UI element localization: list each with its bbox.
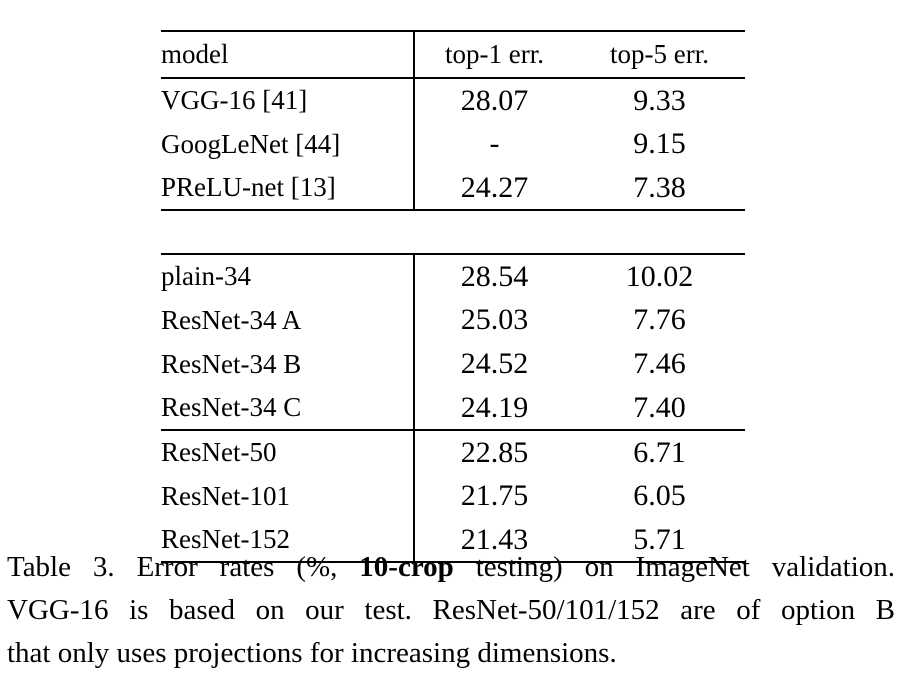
table-row: ResNet-50 22.85 6.71 bbox=[161, 429, 745, 474]
top5-err-cell: 9.15 bbox=[633, 127, 686, 160]
model-cell: ResNet-152 bbox=[161, 518, 415, 562]
model-cell: PReLU-net [13] bbox=[161, 166, 415, 210]
table-row: VGG-16 [41] 28.07 9.33 bbox=[161, 78, 745, 122]
model-cell: ResNet-34 B bbox=[161, 342, 415, 386]
header-model: model bbox=[161, 31, 415, 79]
top5-err-cell: 6.05 bbox=[633, 479, 686, 512]
model-cell: ResNet-34 C bbox=[161, 386, 415, 430]
top1-err-cell: 25.03 bbox=[460, 303, 529, 336]
model-cell: VGG-16 [41] bbox=[161, 78, 415, 122]
model-cell: ResNet-101 bbox=[161, 474, 415, 518]
top1-err-cell: 24.52 bbox=[460, 347, 529, 380]
top1-err-cell: 21.75 bbox=[460, 479, 529, 512]
table-header: model top-1 err. top-5 err. bbox=[161, 31, 745, 79]
section-prior-work-baselines: VGG-16 [41] 28.07 9.33 GoogLeNet [44] - 9.15 P… bbox=[161, 78, 745, 210]
table-row: PReLU-net [13] 24.27 7.38 bbox=[161, 166, 745, 210]
model-cell: ResNet-50 bbox=[161, 429, 415, 474]
table-row: ResNet-34 B 24.52 7.46 bbox=[161, 342, 745, 386]
top1-err-cell: 24.27 bbox=[460, 170, 529, 204]
top1-err-cell: 24.19 bbox=[460, 390, 529, 424]
header-top5-err: top-5 err. bbox=[574, 31, 745, 79]
top5-err-cell: 9.33 bbox=[633, 83, 686, 117]
table-row: plain-34 28.54 10.02 bbox=[161, 254, 745, 298]
top5-err-cell: 10.02 bbox=[625, 259, 694, 293]
section-34-layer-models: plain-34 28.54 10.02 ResNet-34 A 25.03 7.76 Re… bbox=[161, 254, 745, 430]
caption-line-3: that only uses projections for increasin… bbox=[7, 637, 617, 669]
top5-err-cell: 5.71 bbox=[633, 522, 686, 556]
header-top1-err: top-1 err. bbox=[414, 31, 574, 79]
table-row: ResNet-34 A 25.03 7.76 bbox=[161, 298, 745, 342]
results-table: model top-1 err. top-5 err. VGG-16 [41] 2… bbox=[161, 30, 745, 563]
model-cell: GoogLeNet [44] bbox=[161, 122, 415, 166]
table-row: ResNet-152 21.43 5.71 bbox=[161, 518, 745, 562]
caption-text-post: testing) on ImageNet validation. bbox=[453, 551, 895, 583]
top1-err-cell: 28.07 bbox=[460, 83, 529, 117]
caption-bold-10-crop: 10-crop bbox=[359, 551, 454, 583]
top5-err-cell: 6.71 bbox=[574, 429, 745, 474]
model-cell: ResNet-34 A bbox=[161, 298, 415, 342]
caption-line-1: Table 3. Error rates (%, 10-crop testing… bbox=[7, 546, 895, 589]
table-row: ResNet-34 C 24.19 7.40 bbox=[161, 386, 745, 430]
top1-err-cell: - bbox=[489, 127, 500, 160]
table-caption: Table 3. Error rates (%, 10-crop testing… bbox=[7, 546, 895, 675]
section-deeper-resnets: ResNet-50 22.85 6.71 ResNet-101 21.75 6.05 Res… bbox=[161, 429, 745, 562]
double-rule-gap bbox=[161, 209, 745, 255]
caption-line-2: VGG-16 is based on our test. ResNet-50/1… bbox=[7, 594, 895, 626]
top5-err-cell: 7.40 bbox=[633, 390, 686, 424]
top5-err-cell: 7.76 bbox=[633, 303, 686, 336]
top1-err-cell: 28.54 bbox=[460, 259, 529, 293]
top5-err-cell: 7.46 bbox=[633, 347, 686, 380]
caption-text-pre: Table 3. Error rates (%, bbox=[7, 551, 360, 583]
table-row: ResNet-101 21.75 6.05 bbox=[161, 474, 745, 518]
double-rule-row bbox=[161, 209, 745, 255]
table-row: GoogLeNet [44] - 9.15 bbox=[161, 122, 745, 166]
top5-err-cell: 7.38 bbox=[633, 170, 686, 204]
model-cell: plain-34 bbox=[161, 254, 415, 298]
top1-err-cell: 22.85 bbox=[414, 429, 574, 474]
top1-err-cell: 21.43 bbox=[460, 522, 529, 556]
header-row: model top-1 err. top-5 err. bbox=[161, 31, 745, 79]
